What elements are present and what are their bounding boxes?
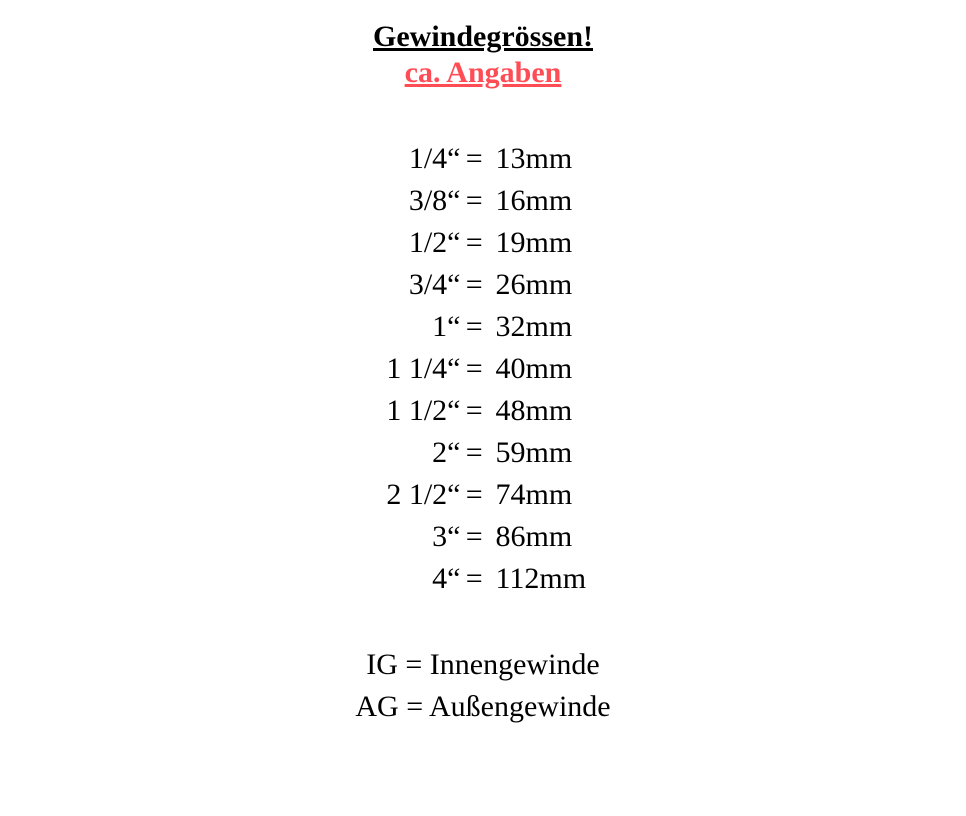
size-equals: =	[461, 390, 496, 432]
size-mm-value: 40mm	[496, 348, 626, 390]
size-mm-value: 48mm	[496, 390, 626, 432]
size-equals: =	[461, 306, 496, 348]
size-mm-value: 74mm	[496, 474, 626, 516]
size-inch-value: 2“	[341, 432, 461, 474]
thread-size-table: 1/4“ = 13mm 3/8“ = 16mm 1/2“ = 19mm 3/4“…	[341, 138, 626, 600]
table-row: 1/4“ = 13mm	[341, 138, 626, 180]
size-inch-value: 1“	[341, 306, 461, 348]
table-row: 3/4“ = 26mm	[341, 264, 626, 306]
legend-block: IG = Innengewinde AG = Außengewinde	[355, 644, 610, 728]
table-row: 4“ = 112mm	[341, 558, 626, 600]
size-inch-value: 2 1/2“	[341, 474, 461, 516]
size-inch-value: 3/8“	[341, 180, 461, 222]
size-mm-value: 112mm	[496, 558, 626, 600]
size-equals: =	[461, 558, 496, 600]
table-row: 1/2“ = 19mm	[341, 222, 626, 264]
size-equals: =	[461, 222, 496, 264]
legend-row-ag: AG = Außengewinde	[355, 686, 610, 728]
size-mm-value: 13mm	[496, 138, 626, 180]
table-row: 3“ = 86mm	[341, 516, 626, 558]
page-title-main: Gewindegrössen!	[373, 20, 593, 54]
size-mm-value: 19mm	[496, 222, 626, 264]
legend-row-ig: IG = Innengewinde	[366, 644, 600, 686]
size-mm-value: 59mm	[496, 432, 626, 474]
size-inch-value: 1 1/4“	[341, 348, 461, 390]
table-row: 3/8“ = 16mm	[341, 180, 626, 222]
size-equals: =	[461, 138, 496, 180]
table-row: 2 1/2“ = 74mm	[341, 474, 626, 516]
size-mm-value: 26mm	[496, 264, 626, 306]
size-mm-value: 16mm	[496, 180, 626, 222]
size-mm-value: 86mm	[496, 516, 626, 558]
size-inch-value: 4“	[341, 558, 461, 600]
size-inch-value: 1/2“	[341, 222, 461, 264]
size-mm-value: 32mm	[496, 306, 626, 348]
table-row: 2“ = 59mm	[341, 432, 626, 474]
page-title-sub: ca. Angaben	[405, 56, 562, 90]
table-row: 1 1/2“ = 48mm	[341, 390, 626, 432]
size-inch-value: 3/4“	[341, 264, 461, 306]
size-inch-value: 1/4“	[341, 138, 461, 180]
table-row: 1“ = 32mm	[341, 306, 626, 348]
size-equals: =	[461, 474, 496, 516]
size-equals: =	[461, 432, 496, 474]
size-inch-value: 3“	[341, 516, 461, 558]
size-equals: =	[461, 348, 496, 390]
size-equals: =	[461, 180, 496, 222]
table-row: 1 1/4“ = 40mm	[341, 348, 626, 390]
size-equals: =	[461, 516, 496, 558]
size-equals: =	[461, 264, 496, 306]
size-inch-value: 1 1/2“	[341, 390, 461, 432]
